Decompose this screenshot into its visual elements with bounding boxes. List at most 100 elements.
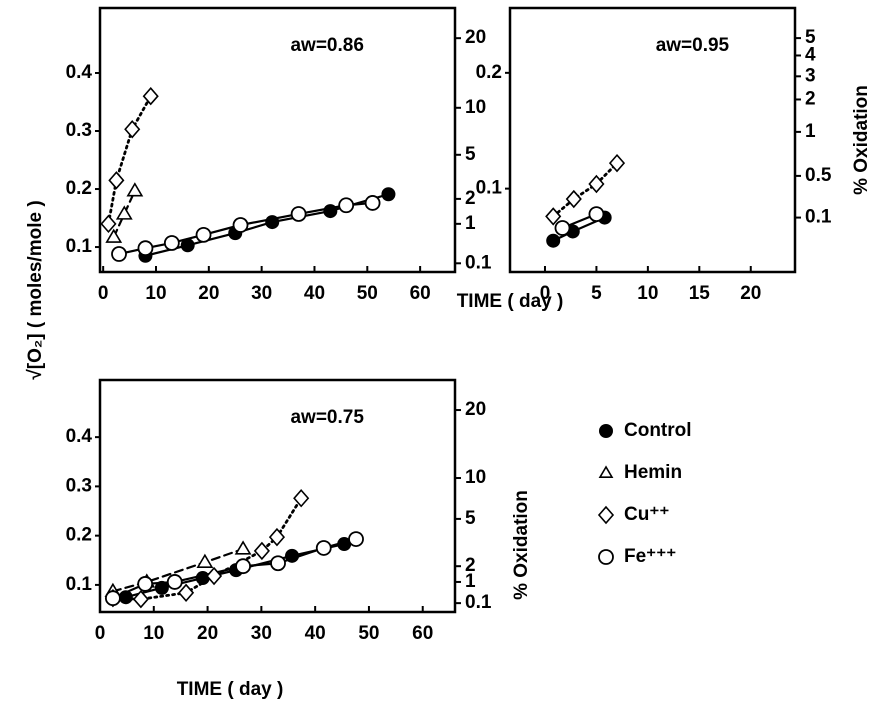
data-point (268, 527, 286, 547)
x-axis-label: TIME ( day ) (177, 679, 284, 700)
data-point (205, 566, 223, 586)
y2-tick-label: 2 (465, 555, 476, 576)
data-point (111, 246, 127, 262)
series-line (107, 94, 153, 226)
y2-tick-label: 0.1 (805, 207, 832, 228)
x-tick-label: 40 (305, 623, 326, 644)
data-point (265, 215, 280, 230)
data-point (142, 86, 159, 106)
x-tick-label: 20 (740, 283, 761, 304)
data-point (290, 206, 307, 222)
data-point (137, 240, 154, 257)
y2-tick-label: 20 (465, 27, 486, 48)
y-tick-label: 0.1 (66, 574, 93, 595)
data-point (163, 235, 180, 251)
y2-tick-label: 5 (805, 27, 816, 48)
data-point (270, 555, 286, 572)
legend-marker (598, 465, 614, 479)
x-tick-label: 15 (689, 283, 711, 304)
y2-tick-label: 0.1 (465, 592, 492, 613)
y2-tick-label: 10 (465, 467, 486, 488)
y2-tick-label: 1 (805, 121, 816, 142)
x-tick-label: 30 (251, 623, 272, 644)
data-point (545, 207, 562, 226)
data-point (293, 489, 310, 508)
y2-tick-label: 3 (805, 65, 816, 86)
data-point (285, 548, 300, 563)
y2-tick-label: 2 (805, 88, 816, 109)
y-tick-label: 0.1 (476, 178, 503, 199)
y2-tick-label: 5 (465, 508, 476, 529)
data-point (126, 182, 144, 197)
x-tick-label: 10 (145, 283, 166, 304)
y2-tick-label: 1 (465, 213, 476, 234)
data-point (137, 576, 154, 592)
data-point (132, 589, 149, 609)
data-point (105, 590, 121, 607)
data-point (315, 540, 332, 556)
data-point (177, 583, 195, 603)
y2-tick-label: 4 (805, 44, 816, 65)
data-point (115, 205, 133, 220)
x-tick-label: 5 (591, 283, 602, 304)
panel-title: aw=0.86 (290, 35, 363, 56)
x-tick-label: 50 (358, 623, 379, 644)
y-axis-label: √[O₂] ( moles/mole ) (25, 200, 46, 379)
y2-tick-label: 0.1 (465, 252, 492, 273)
data-point (118, 590, 133, 605)
data-point (364, 195, 381, 211)
series-line (551, 161, 619, 218)
data-point (100, 214, 117, 234)
y-tick-label: 0.2 (66, 178, 92, 199)
legend-label: Cu⁺⁺ (624, 504, 669, 525)
data-point (124, 120, 141, 139)
legend-marker (598, 549, 614, 565)
y2-tick-label: 5 (465, 144, 476, 165)
x-tick-label: 10 (637, 283, 658, 304)
data-point (381, 187, 396, 202)
y2-tick-label: 0.5 (805, 165, 832, 186)
y-tick-label: 0.2 (66, 525, 92, 546)
y2-tick-label: 2 (465, 188, 476, 209)
y2-axis-label: % Oxidation (851, 85, 872, 195)
data-point (196, 553, 214, 568)
y-tick-label: 0.4 (66, 426, 93, 447)
x-tick-label: 0 (98, 283, 109, 304)
y-tick-label: 0.1 (66, 236, 93, 257)
y-tick-label: 0.2 (476, 62, 502, 83)
series-line (111, 547, 245, 593)
x-tick-label: 60 (412, 623, 433, 644)
y2-tick-label: 10 (465, 97, 486, 118)
data-point (232, 217, 249, 233)
data-point (105, 228, 123, 243)
data-point (234, 540, 252, 555)
legend-marker (597, 505, 615, 525)
plot-frame (98, 378, 457, 614)
y2-tick-label: 1 (465, 571, 476, 592)
plot-frame (508, 6, 797, 274)
y-tick-label: 0.4 (66, 62, 93, 83)
data-point (323, 204, 338, 219)
data-point (608, 153, 626, 173)
x-axis-label: TIME ( day ) (457, 291, 564, 312)
data-point (554, 220, 571, 236)
data-point (195, 571, 210, 586)
x-tick-label: 20 (197, 623, 218, 644)
legend-label: Hemin (624, 462, 682, 483)
data-point (180, 238, 195, 253)
data-point (546, 233, 561, 248)
data-point (348, 531, 364, 547)
x-tick-label: 50 (357, 283, 378, 304)
data-point (588, 206, 605, 223)
data-point (108, 171, 125, 190)
data-point (565, 189, 582, 209)
x-tick-label: 0 (540, 283, 551, 304)
data-point (235, 558, 251, 575)
data-point (588, 174, 605, 194)
data-point (338, 197, 355, 214)
x-tick-label: 20 (198, 283, 219, 304)
y-tick-label: 0.3 (66, 475, 92, 496)
y2-tick-label: 20 (465, 399, 486, 420)
data-point (195, 226, 212, 243)
